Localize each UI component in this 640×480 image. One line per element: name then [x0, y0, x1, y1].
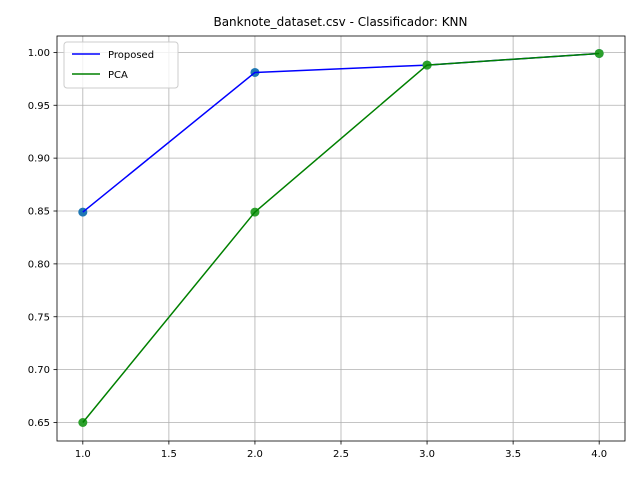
legend-label: Proposed: [108, 50, 154, 61]
x-tick-label: 4.0: [591, 449, 607, 460]
legend-box: [63, 41, 179, 89]
chart-title: Banknote_dataset.csv - Classificador: KN…: [213, 15, 467, 29]
x-tick-label: 1.0: [75, 449, 91, 460]
data-point: [594, 48, 604, 58]
y-tick-label: 0.80: [28, 259, 50, 270]
grid: [57, 36, 625, 441]
x-tick-label: 3.5: [505, 449, 521, 460]
series-line: [82, 52, 600, 423]
x-tick-label: 2.5: [333, 449, 349, 460]
legend: Proposed PCA: [63, 41, 179, 89]
x-tick-label: 3.0: [419, 449, 435, 460]
series-pca: [78, 48, 604, 427]
y-tick-label: 0.85: [28, 207, 50, 218]
x-axis: 1.0 1.5 2.0 2.5 3.0 3.5 4.0: [75, 441, 607, 460]
y-tick-label: 0.95: [28, 101, 50, 112]
legend-label: PCA: [108, 70, 128, 81]
x-tick-label: 2.0: [247, 449, 263, 460]
y-tick-label: 0.70: [28, 365, 50, 376]
x-tick-label: 1.5: [161, 449, 177, 460]
y-tick-label: 0.65: [28, 418, 50, 429]
y-axis: 0.65 0.70 0.75 0.80 0.85 0.90 0.95 1.00: [28, 48, 57, 429]
y-tick-label: 0.75: [28, 312, 50, 323]
series-layer: [78, 48, 604, 427]
y-tick-label: 1.00: [28, 48, 50, 59]
y-tick-label: 0.90: [28, 154, 50, 165]
